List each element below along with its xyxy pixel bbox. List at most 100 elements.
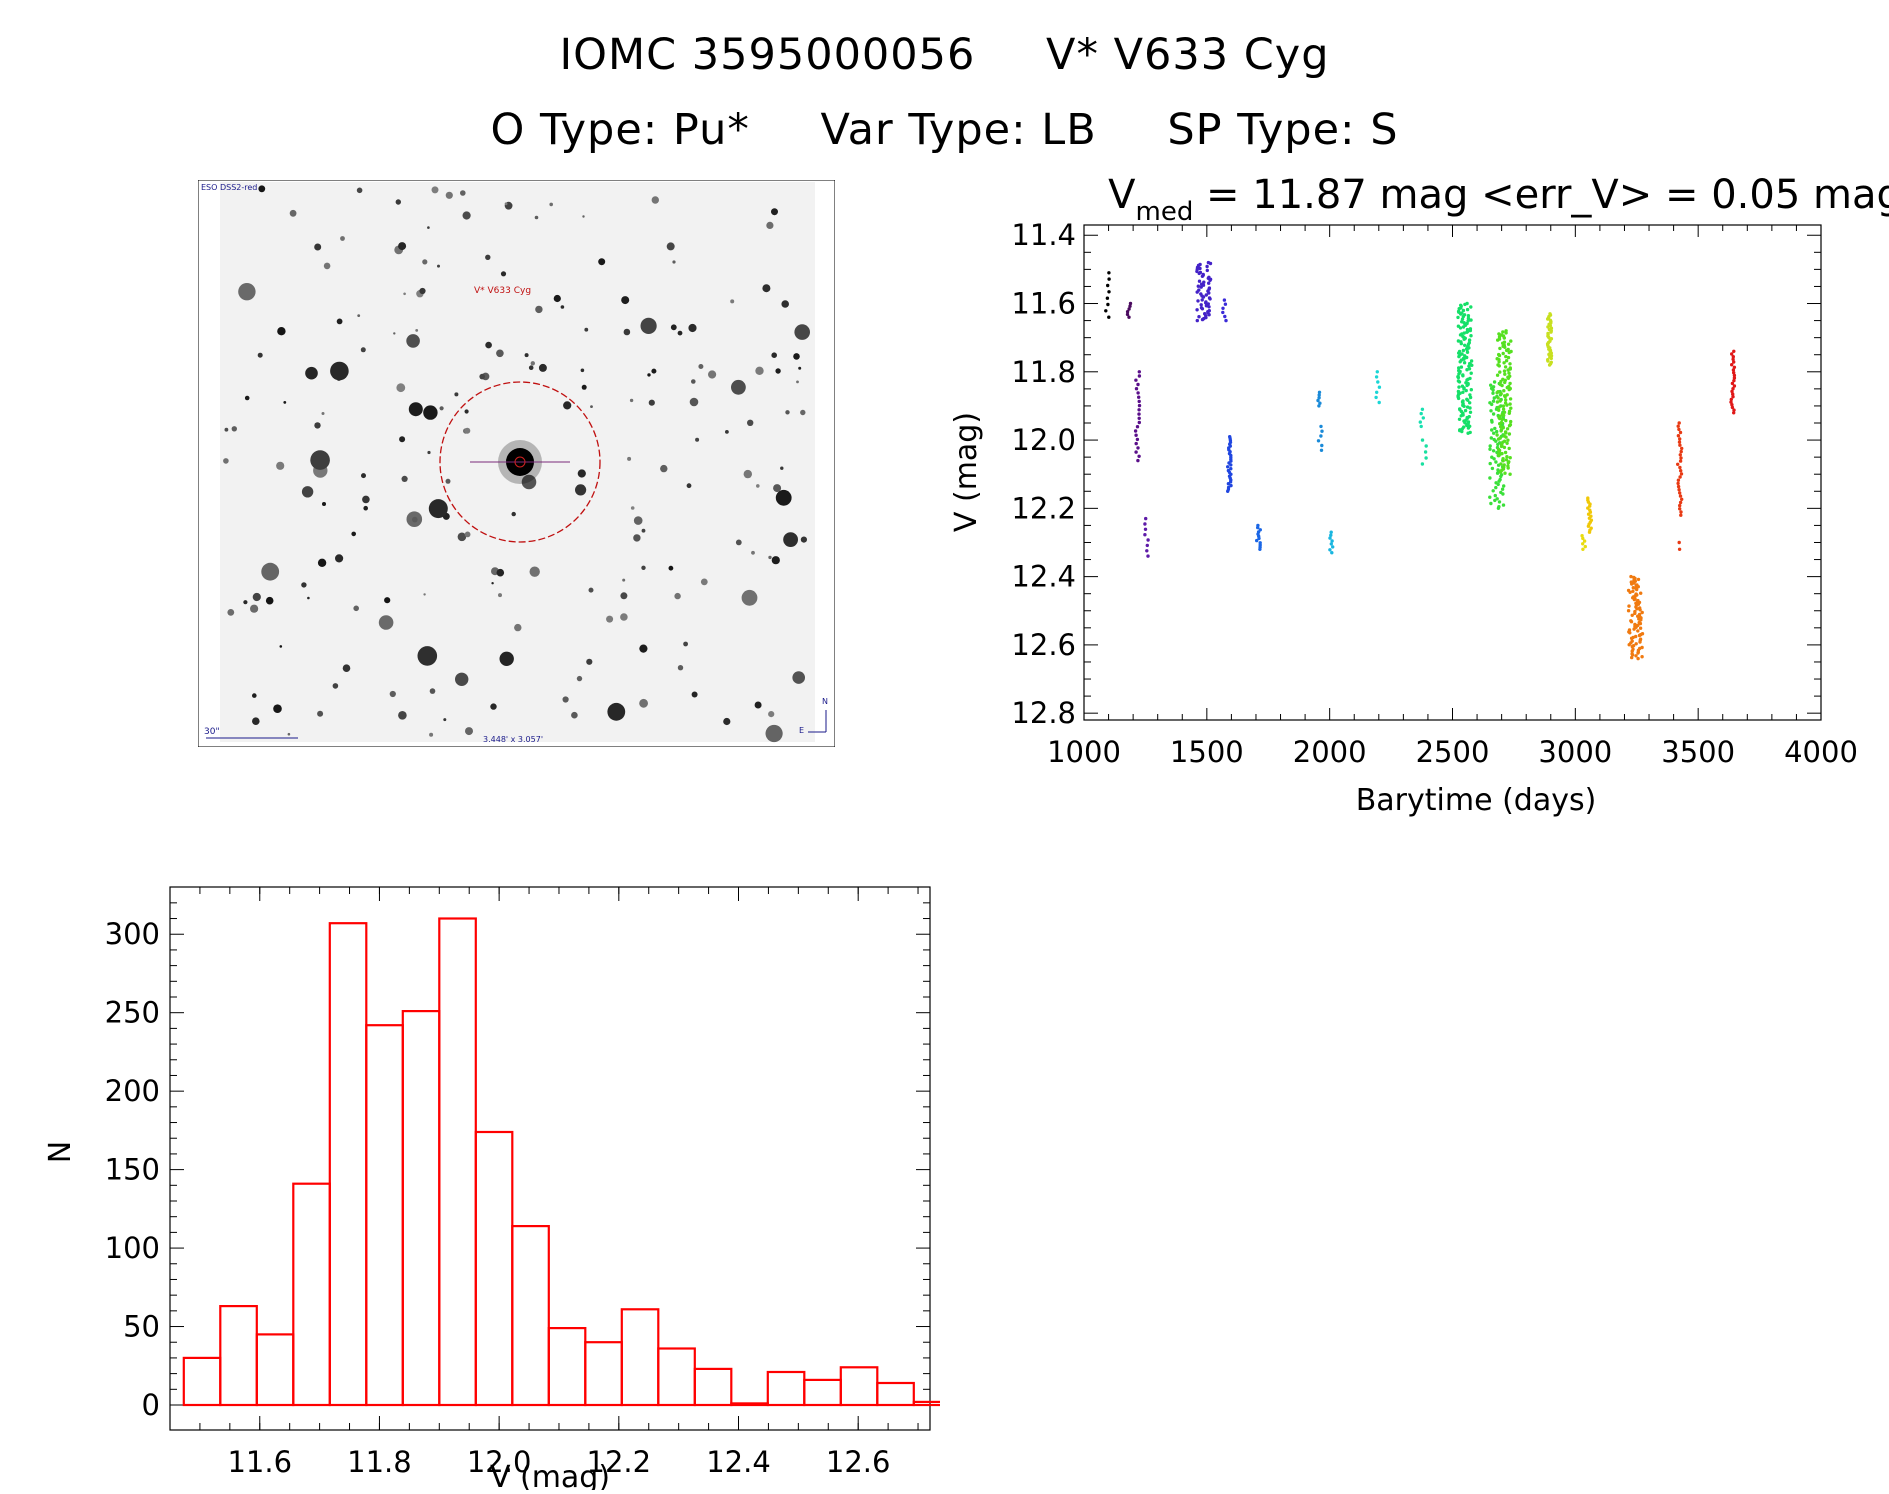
lc-point: [1462, 337, 1466, 341]
star-4: [730, 299, 735, 304]
lc-point: [1678, 503, 1682, 508]
star-6: [755, 366, 764, 375]
histogram-chart: 11.6 11.8 12.0 12.2 12.4 12.6 0 50 100 150 200 250 3…: [43, 886, 940, 1490]
star-74: [640, 317, 657, 334]
lc-title-sub: med: [1136, 197, 1194, 227]
header-sptype: SP Type: S: [1167, 105, 1399, 155]
lc-point: [1200, 298, 1204, 302]
lc-point: [1549, 330, 1553, 334]
star-36: [735, 539, 742, 546]
hist-xtick-label: 12.4: [706, 1445, 771, 1479]
lc-point: [1499, 429, 1503, 433]
star-197: [257, 352, 263, 358]
lc-point: [1316, 439, 1321, 443]
star-198: [582, 215, 585, 218]
lc-point: [1420, 438, 1425, 442]
lc-point: [1636, 651, 1640, 655]
lc-point: [1421, 416, 1425, 420]
survey-label: ESO DSS2-red: [201, 183, 257, 192]
lc-point: [1319, 424, 1323, 429]
lc-point: [1497, 479, 1501, 483]
star-164: [429, 732, 434, 737]
lc-point: [1678, 453, 1682, 457]
lc-point: [1499, 379, 1503, 384]
lc-point: [1469, 388, 1473, 392]
lc-point: [1502, 336, 1506, 340]
lc-point: [1465, 378, 1469, 382]
lc-point: [1499, 425, 1503, 429]
lc-point: [1489, 436, 1493, 440]
lc-title-rest: = 11.87 mag <err_V> = 0.05 mag: [1193, 172, 1889, 218]
star-158: [399, 436, 406, 443]
lc-point: [1375, 390, 1379, 394]
star-123: [768, 711, 775, 718]
hist-bar: [912, 1400, 940, 1407]
lc-point: [1489, 501, 1493, 506]
star-15: [563, 401, 572, 410]
target-marker: [439, 381, 601, 543]
star-60: [289, 209, 297, 217]
hist-bar: [255, 1333, 295, 1407]
star-141: [227, 609, 235, 616]
star-171: [511, 511, 516, 517]
star-37: [362, 495, 370, 504]
star-53: [258, 185, 266, 193]
star-104: [781, 300, 789, 308]
lc-point: [1504, 431, 1508, 435]
finder-chart-image: ESO DSS2-red V* V633 Cyg 30" 3.448' x 3.…: [198, 180, 835, 747]
lc-point: [1466, 316, 1471, 320]
hist-bar: [876, 1381, 915, 1407]
lc-title-main: V: [1108, 172, 1136, 218]
star-42: [553, 294, 561, 303]
lc-point: [1633, 611, 1637, 616]
lc-point: [1207, 313, 1211, 317]
lc-point: [1508, 381, 1512, 386]
lc-point: [1678, 491, 1682, 495]
star-20: [231, 426, 237, 432]
star-44: [252, 717, 260, 725]
star-147: [741, 589, 758, 606]
lc-point: [1497, 405, 1501, 409]
lc-point: [1507, 371, 1511, 375]
lc-point: [1586, 524, 1591, 528]
star-109: [588, 587, 594, 593]
star-66: [464, 427, 471, 434]
lc-point: [1330, 551, 1334, 555]
lc-point: [1145, 543, 1149, 548]
star-83: [465, 727, 473, 736]
lc-point: [1196, 284, 1200, 288]
star-201: [700, 578, 708, 586]
lc-point: [1732, 411, 1736, 415]
hist-bar: [839, 1366, 879, 1407]
star-46: [406, 334, 420, 348]
lc-point: [1207, 281, 1211, 285]
lc-point: [1509, 419, 1513, 424]
lc-point: [1630, 649, 1634, 653]
star-98: [780, 466, 784, 470]
lc-point: [1375, 370, 1379, 374]
lc-point: [1461, 314, 1465, 319]
lc-point: [1329, 542, 1333, 546]
lc-point: [1127, 307, 1131, 311]
lc-point: [1128, 304, 1132, 308]
lc-point: [1495, 429, 1499, 434]
lc-point: [1201, 283, 1206, 287]
star-82: [454, 392, 459, 397]
lc-point: [1630, 582, 1634, 586]
lc-point: [1374, 395, 1378, 400]
star-205: [395, 199, 401, 205]
lc-point: [1258, 547, 1262, 551]
lc-point: [1107, 271, 1111, 275]
lc-ytick-label: 12.0: [1011, 423, 1076, 457]
lc-point: [1506, 438, 1510, 442]
star-19: [598, 258, 606, 266]
star-40: [498, 593, 502, 598]
star-73: [708, 370, 717, 379]
lc-point: [1226, 482, 1231, 486]
lc-point: [1626, 609, 1631, 613]
lc-point: [1508, 362, 1512, 366]
lc-point: [1731, 387, 1735, 391]
lc-point: [1677, 488, 1681, 492]
star-16: [457, 532, 467, 542]
lc-point: [1137, 408, 1141, 412]
